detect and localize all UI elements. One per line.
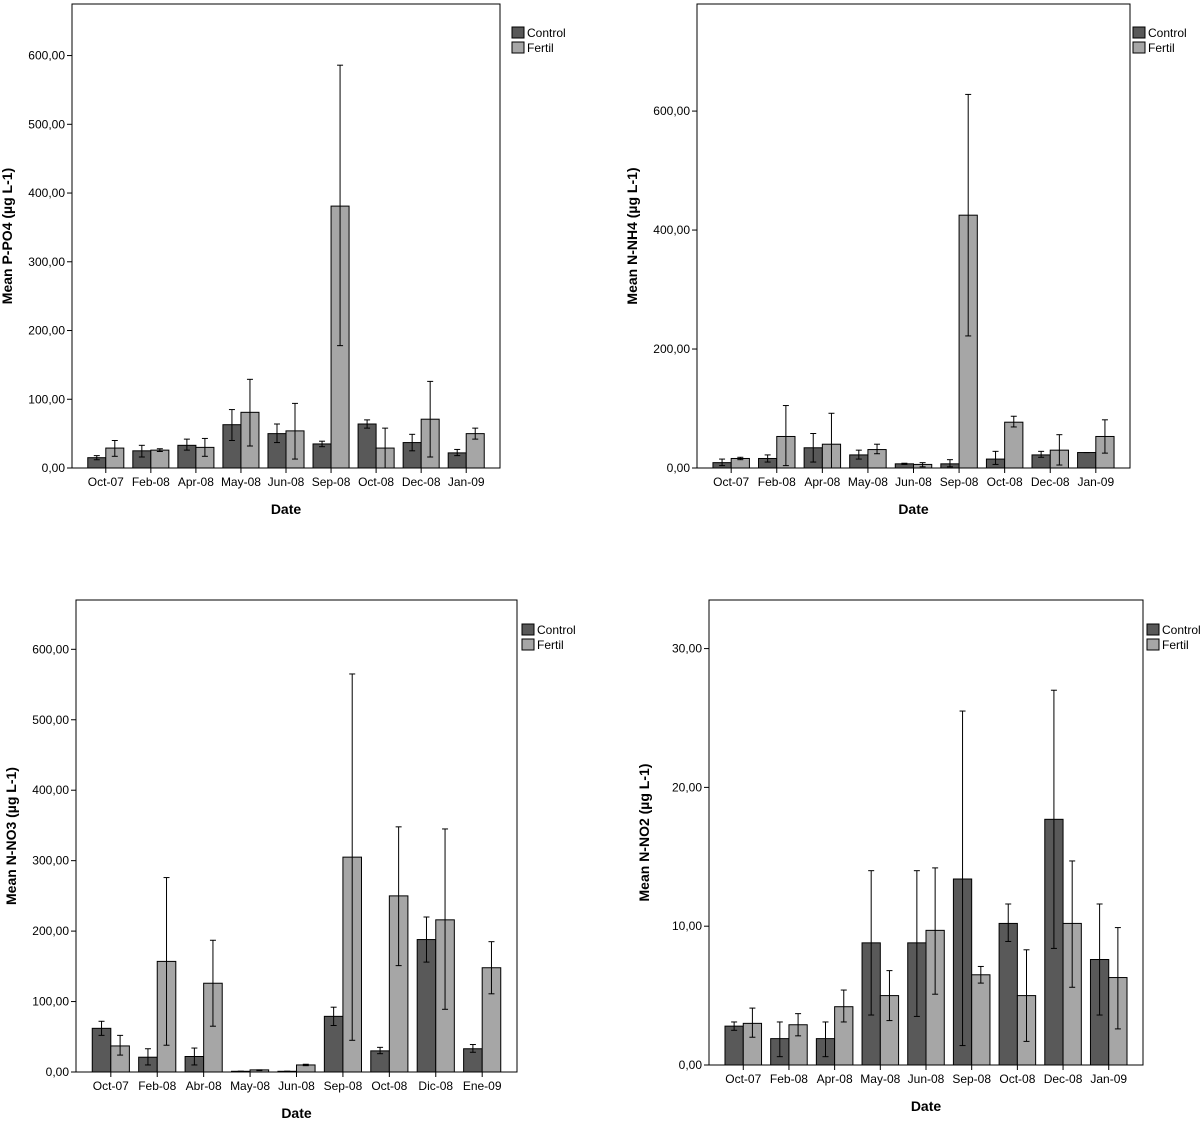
- y-tick-label: 10,00: [672, 919, 702, 933]
- y-axis-label: Mean N-NO2 (µg L-1): [636, 764, 652, 902]
- x-tick-label: Ene-09: [463, 1079, 502, 1093]
- x-tick-label: Dec-08: [1044, 1072, 1083, 1086]
- legend-label-control: Control: [1162, 623, 1200, 637]
- x-tick-label: Apr-08: [178, 475, 214, 489]
- x-tick-label: Feb-08: [138, 1079, 176, 1093]
- x-tick-label: Sep-08: [940, 475, 979, 489]
- y-tick-label: 0,00: [46, 1065, 70, 1079]
- x-tick-label: Sep-08: [312, 475, 351, 489]
- panel-p-po4: 0,00 100,00 200,00 300,00 400,00 500,00 600,00…: [0, 3, 566, 517]
- y-tick-label: 400,00: [653, 223, 690, 237]
- y-axis-label: Mean P-PO4 (µg L-1): [0, 168, 15, 304]
- x-tick-label: Jan-09: [1090, 1072, 1127, 1086]
- x-tick-label: May-08: [230, 1079, 270, 1093]
- y-tick-label: 200,00: [653, 342, 690, 356]
- x-tick-label: Dec-08: [402, 475, 441, 489]
- plot-frame: [71, 3, 501, 469]
- x-tick-label: Oct-07: [725, 1072, 761, 1086]
- bar-control-oct-08: [998, 922, 1018, 1066]
- x-tick-label: Jun-08: [278, 1079, 315, 1093]
- x-tick-label: Oct-07: [713, 475, 749, 489]
- legend-swatch-control: [1132, 26, 1146, 39]
- bar-control-sep-08: [312, 443, 332, 469]
- y-tick-label: 500,00: [28, 117, 65, 131]
- x-tick-label: Feb-08: [132, 475, 170, 489]
- y-tick-label: 600,00: [28, 49, 65, 63]
- y-tick-label: 600,00: [32, 642, 69, 656]
- x-tick-label: Jan-09: [448, 475, 485, 489]
- legend-label-fertil: Fertil: [537, 638, 564, 652]
- bar-fertil-feb-08: [150, 449, 170, 469]
- y-tick-label: 200,00: [32, 924, 69, 938]
- y-axis-label: Mean N-NO3 (µg L-1): [3, 767, 19, 905]
- x-tick-label: May-08: [860, 1072, 900, 1086]
- legend-swatch-control: [521, 623, 535, 636]
- y-tick-label: 0,00: [679, 1058, 703, 1072]
- panel-n-no3: 0,00 100,00 200,00 300,00 400,00 500,00 600,00…: [3, 599, 576, 1121]
- y-tick-label: 400,00: [28, 186, 65, 200]
- y-tick-label: 300,00: [32, 854, 69, 868]
- x-tick-label: Oct-08: [371, 1079, 407, 1093]
- legend-swatch-fertil: [511, 41, 525, 54]
- x-tick-label: Jun-08: [895, 475, 932, 489]
- x-tick-label: Dec-08: [1031, 475, 1070, 489]
- x-tick-label: May-08: [848, 475, 888, 489]
- legend-label-fertil: Fertil: [1162, 638, 1189, 652]
- x-tick-label: Jan-09: [1077, 475, 1114, 489]
- x-tick-label: Oct-08: [358, 475, 394, 489]
- y-tick-label: 400,00: [32, 783, 69, 797]
- y-tick-label: 20,00: [672, 780, 702, 794]
- y-tick-label: 0,00: [667, 461, 691, 475]
- legend-swatch-control: [511, 26, 525, 39]
- x-tick-label: Sep-08: [324, 1079, 363, 1093]
- legend-swatch-fertil: [1146, 638, 1160, 651]
- x-axis-label: Date: [281, 1105, 312, 1121]
- x-tick-label: Oct-08: [999, 1072, 1035, 1086]
- x-tick-label: May-08: [221, 475, 261, 489]
- y-tick-label: 100,00: [28, 392, 65, 406]
- panel-n-no2: 0,00 10,00 20,00 30,00 Oct-07 Feb-08 Apr-08 May…: [636, 599, 1200, 1114]
- y-tick-label: 100,00: [32, 995, 69, 1009]
- y-tick-label: 0,00: [42, 461, 66, 475]
- plot-frame: [696, 3, 1131, 469]
- x-tick-label: Jun-08: [268, 475, 305, 489]
- y-tick-label: 30,00: [672, 642, 702, 656]
- x-tick-label: Jun-08: [908, 1072, 945, 1086]
- y-axis-label: Mean N-NH4 (µg L-1): [624, 167, 640, 304]
- x-tick-label: Feb-08: [758, 475, 796, 489]
- bar-control-oct-07: [724, 1025, 744, 1066]
- legend-label-control: Control: [1148, 26, 1187, 40]
- x-tick-label: Apr-08: [804, 475, 840, 489]
- x-axis-label: Date: [898, 501, 929, 517]
- y-tick-label: 200,00: [28, 324, 65, 338]
- x-tick-label: Dic-08: [418, 1079, 453, 1093]
- bar-fertil-oct-08: [1004, 421, 1024, 469]
- x-axis-label: Date: [271, 501, 302, 517]
- x-tick-label: Sep-08: [952, 1072, 991, 1086]
- x-tick-label: Feb-08: [770, 1072, 808, 1086]
- x-axis-label: Date: [911, 1098, 942, 1114]
- bar-control-oct-08: [357, 423, 377, 469]
- legend-swatch-fertil: [521, 638, 535, 651]
- legend-label-control: Control: [537, 623, 576, 637]
- bar-fertil-sep-08: [971, 974, 991, 1066]
- y-tick-label: 500,00: [32, 713, 69, 727]
- legend-label-fertil: Fertil: [527, 41, 554, 55]
- x-tick-label: Oct-08: [987, 475, 1023, 489]
- x-tick-label: Apr-08: [817, 1072, 853, 1086]
- legend-label-fertil: Fertil: [1148, 41, 1175, 55]
- panel-n-nh4: 0,00 200,00 400,00 600,00 Oct-07 Feb-08 Apr-08…: [624, 3, 1187, 517]
- y-tick-label: 600,00: [653, 104, 690, 118]
- y-tick-label: 300,00: [28, 255, 65, 269]
- x-tick-label: Oct-07: [93, 1079, 129, 1093]
- x-tick-label: Abr-08: [186, 1079, 222, 1093]
- legend-swatch-control: [1146, 623, 1160, 636]
- legend-swatch-fertil: [1132, 41, 1146, 54]
- bar-control-jan-09: [1077, 452, 1097, 469]
- x-tick-label: Oct-07: [88, 475, 124, 489]
- legend-label-control: Control: [527, 26, 566, 40]
